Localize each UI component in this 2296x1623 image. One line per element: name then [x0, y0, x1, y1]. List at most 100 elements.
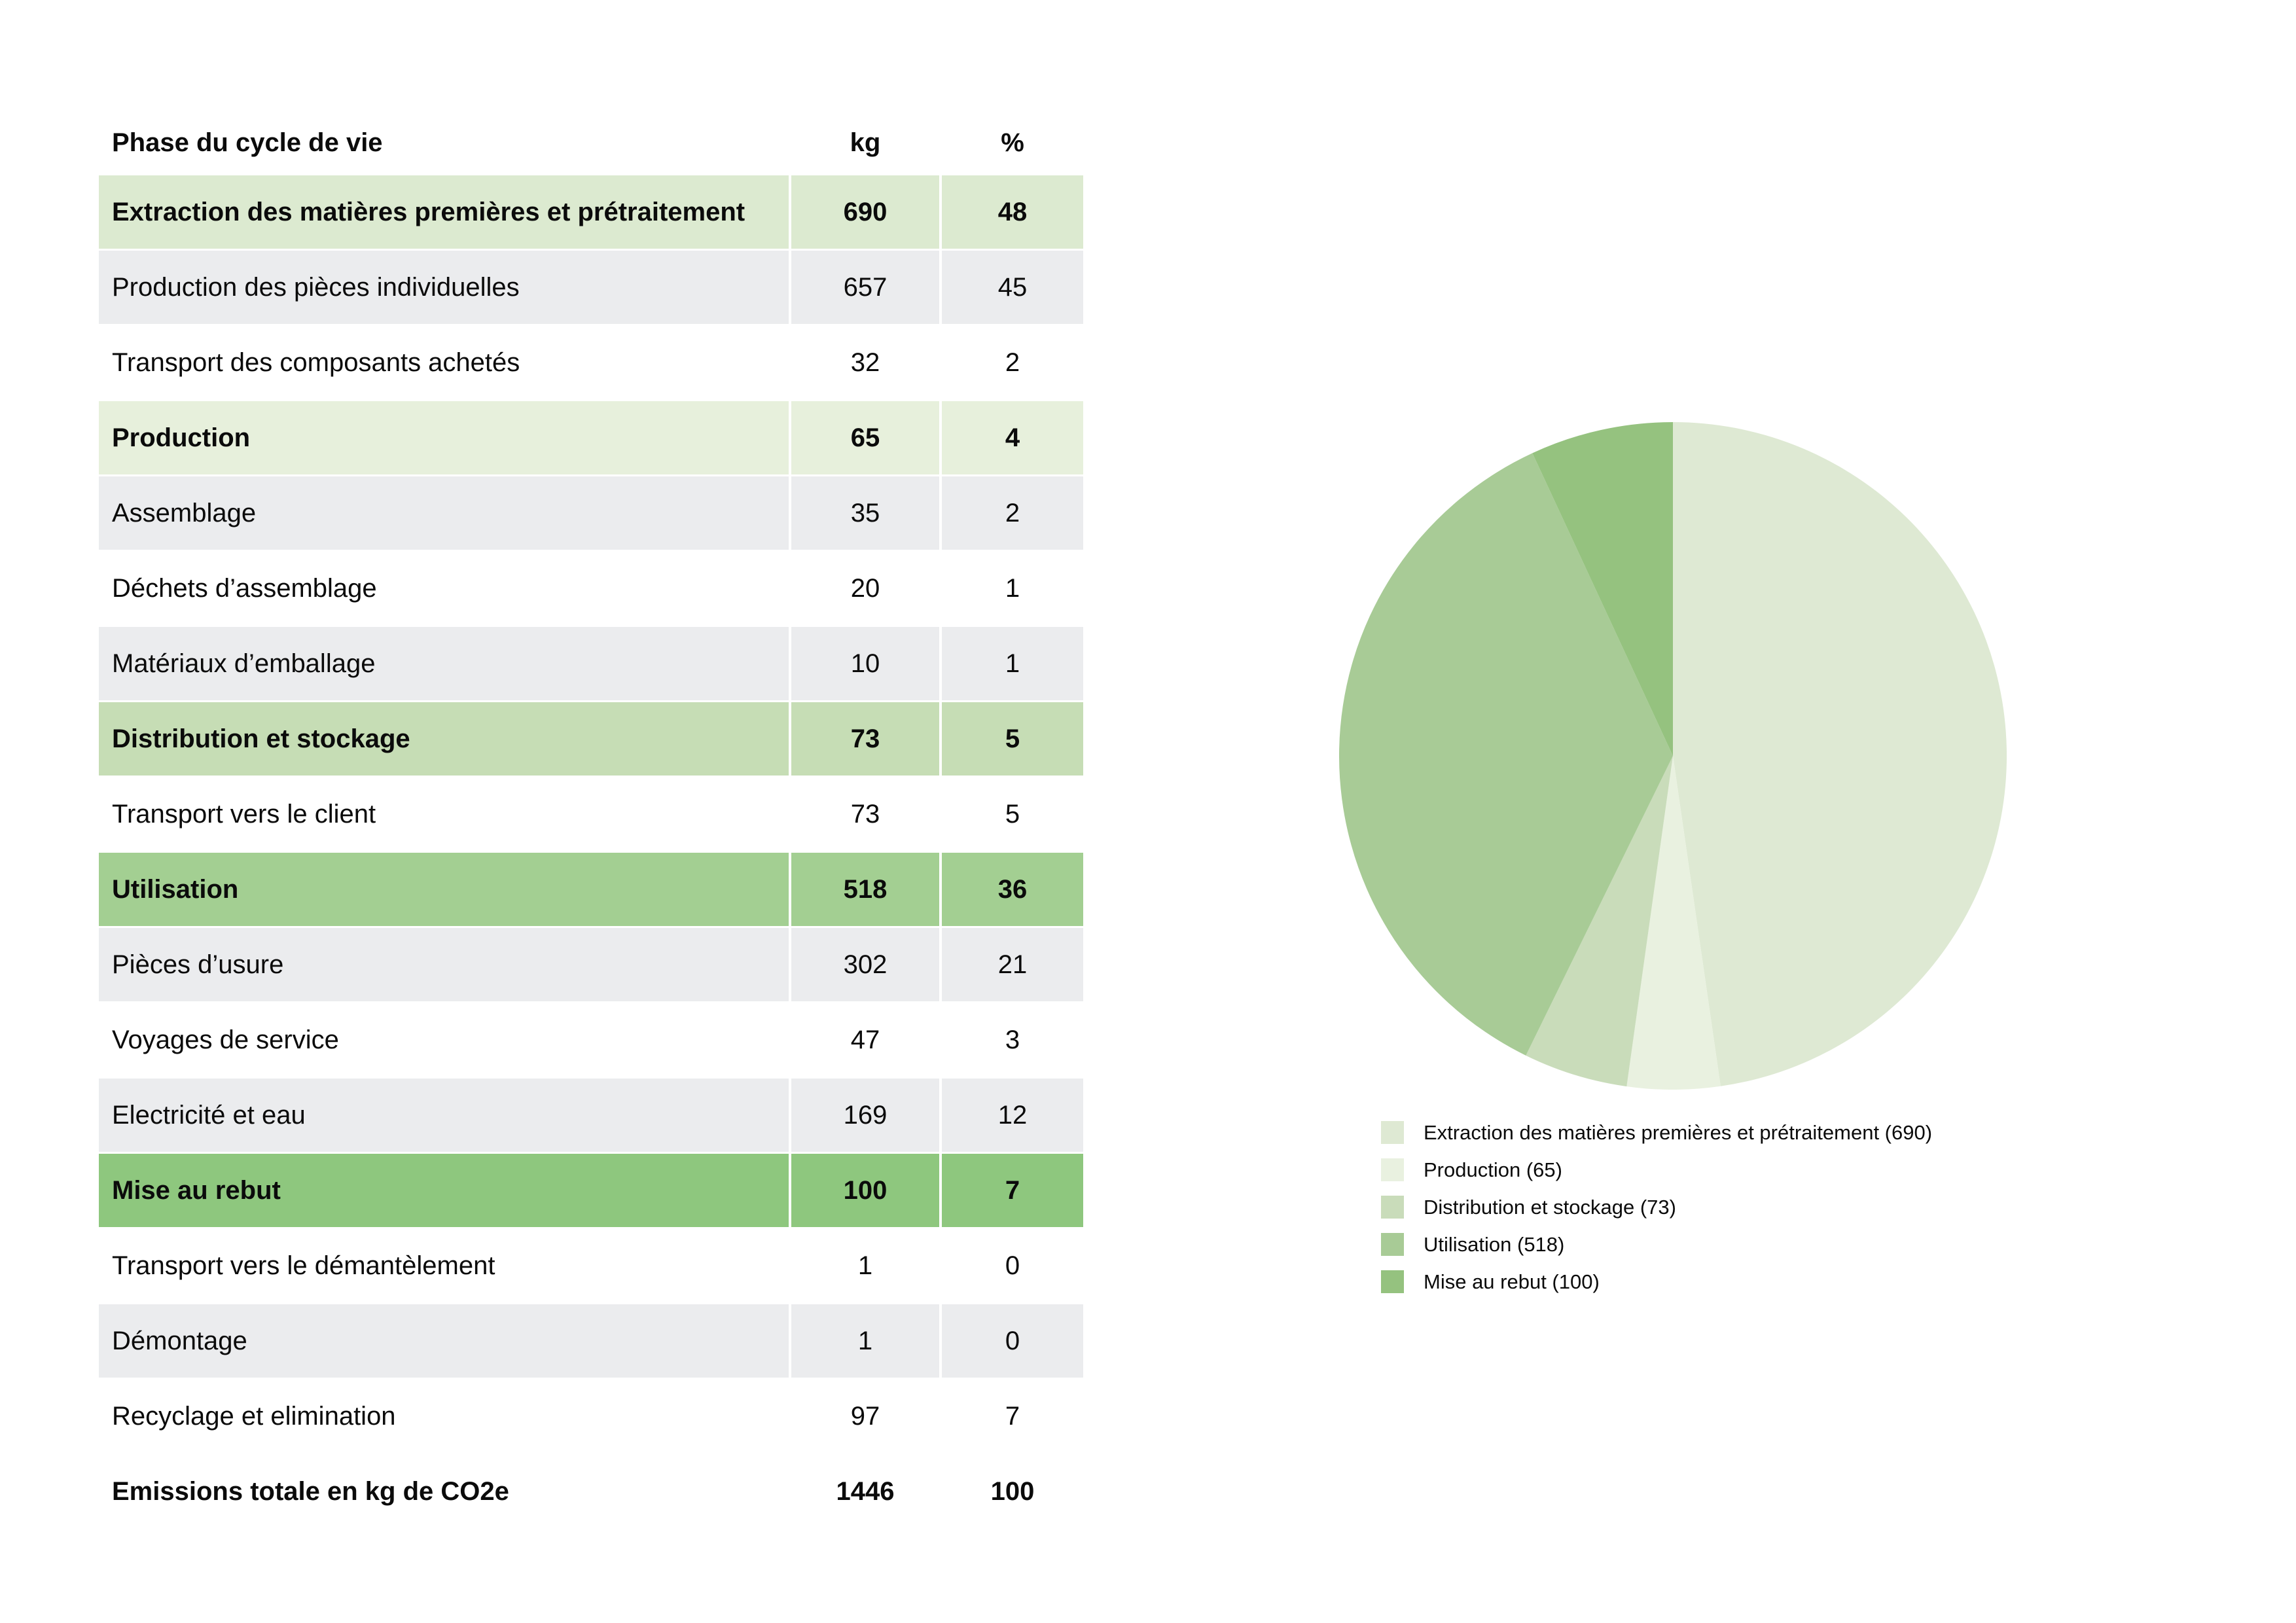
legend-color-swatch-icon: [1381, 1233, 1404, 1256]
total-row-kg-value: 1446: [836, 1477, 895, 1506]
legend-item-label: Extraction des matières premières et pré…: [1424, 1121, 1933, 1144]
table-total-row: Emissions totale en kg de CO2e 1446 100: [99, 1455, 1083, 1528]
row-kg-value: 97: [791, 1380, 939, 1453]
pie-slice: [1673, 422, 2007, 1086]
table-row: Déchets d’assemblage 20 1: [99, 552, 1083, 625]
row-label: Recyclage et elimination: [99, 1380, 789, 1453]
pie-chart: [1339, 422, 2007, 1090]
pie-slice: [1339, 453, 1673, 1056]
row-kg-value: 65: [791, 401, 939, 474]
row-pct-value: 1: [942, 627, 1083, 700]
row-pct-value: 7: [942, 1380, 1083, 1453]
row-label: Pièces d’usure: [99, 928, 789, 1001]
row-label: Transport des composants achetés: [99, 326, 789, 399]
legend-item-label: Production (65): [1424, 1158, 1562, 1181]
table-row: Matériaux d’emballage 10 1: [99, 627, 1083, 700]
legend-item: Extraction des matières premières et pré…: [1381, 1114, 1932, 1151]
row-kg-value: 10: [791, 627, 939, 700]
row-kg-value: 32: [791, 326, 939, 399]
row-label: Electricité et eau: [99, 1079, 789, 1152]
row-pct-value: 1: [942, 552, 1083, 625]
row-kg-value: 690: [791, 175, 939, 249]
row-pct-value: 0: [942, 1304, 1083, 1378]
legend-item: Utilisation (518): [1381, 1226, 1932, 1263]
row-pct-value: 2: [942, 476, 1083, 550]
table-row: Distribution et stockage 73 5: [99, 702, 1083, 776]
row-pct-value: 3: [942, 1003, 1083, 1077]
row-kg-value: 100: [791, 1154, 939, 1227]
legend-color-swatch-icon: [1381, 1158, 1404, 1181]
row-label: Production: [99, 401, 789, 474]
row-pct-value: 48: [942, 175, 1083, 249]
row-kg-value: 1: [791, 1229, 939, 1302]
row-label: Distribution et stockage: [99, 702, 789, 776]
table-row: Production 65 4: [99, 401, 1083, 474]
row-label: Démontage: [99, 1304, 789, 1378]
row-pct-value: 36: [942, 853, 1083, 926]
legend-item: Mise au rebut (100): [1381, 1263, 1932, 1300]
row-pct-value: 7: [942, 1154, 1083, 1227]
row-kg-value: 302: [791, 928, 939, 1001]
legend-item: Production (65): [1381, 1151, 1932, 1188]
table-row: Démontage 1 0: [99, 1304, 1083, 1378]
row-kg-value: 1: [791, 1304, 939, 1378]
table-row: Pièces d’usure 302 21: [99, 928, 1083, 1001]
table-row: Transport vers le démantèlement 1 0: [99, 1229, 1083, 1302]
table-row: Transport vers le client 73 5: [99, 777, 1083, 851]
legend-item: Distribution et stockage (73): [1381, 1188, 1932, 1226]
legend-color-swatch-icon: [1381, 1121, 1404, 1144]
row-label: Production des pièces individuelles: [99, 251, 789, 324]
table-row: Utilisation 518 36: [99, 853, 1083, 926]
row-label: Déchets d’assemblage: [99, 552, 789, 625]
row-pct-value: 5: [942, 702, 1083, 776]
row-pct-value: 12: [942, 1079, 1083, 1152]
legend-color-swatch-icon: [1381, 1270, 1404, 1293]
pie-slice: [1626, 756, 1721, 1090]
row-pct-value: 4: [942, 401, 1083, 474]
row-label: Extraction des matières premières et pré…: [99, 175, 789, 249]
legend-item-label: Distribution et stockage (73): [1424, 1196, 1676, 1219]
table-row: Mise au rebut 100 7: [99, 1154, 1083, 1227]
column-header-kg: kg: [850, 128, 881, 157]
row-kg-value: 657: [791, 251, 939, 324]
row-kg-value: 47: [791, 1003, 939, 1077]
row-label: Transport vers le démantèlement: [99, 1229, 789, 1302]
table-row: Electricité et eau 169 12: [99, 1079, 1083, 1152]
table-row: Extraction des matières premières et pré…: [99, 175, 1083, 249]
pie-legend: Extraction des matières premières et pré…: [1381, 1114, 1932, 1300]
row-pct-value: 0: [942, 1229, 1083, 1302]
table-header-row: Phase du cycle de vie kg %: [99, 110, 1083, 175]
total-row-label: Emissions totale en kg de CO2e: [112, 1477, 509, 1506]
total-row-pct-value: 100: [990, 1477, 1035, 1506]
row-kg-value: 518: [791, 853, 939, 926]
row-kg-value: 35: [791, 476, 939, 550]
table-row: Recyclage et elimination 97 7: [99, 1380, 1083, 1453]
row-kg-value: 73: [791, 777, 939, 851]
table-row: Assemblage 35 2: [99, 476, 1083, 550]
table-row: Production des pièces individuelles 657 …: [99, 251, 1083, 324]
row-label: Mise au rebut: [99, 1154, 789, 1227]
legend-item-label: Mise au rebut (100): [1424, 1270, 1600, 1293]
row-label: Transport vers le client: [99, 777, 789, 851]
legend-item-label: Utilisation (518): [1424, 1233, 1565, 1256]
row-pct-value: 5: [942, 777, 1083, 851]
row-kg-value: 73: [791, 702, 939, 776]
row-label: Assemblage: [99, 476, 789, 550]
row-label: Matériaux d’emballage: [99, 627, 789, 700]
pie-slice: [1526, 756, 1673, 1087]
legend-color-swatch-icon: [1381, 1196, 1404, 1219]
table-row: Voyages de service 47 3: [99, 1003, 1083, 1077]
row-label: Voyages de service: [99, 1003, 789, 1077]
lifecycle-emissions-table: Phase du cycle de vie kg % Extraction de…: [99, 110, 1083, 1530]
row-pct-value: 2: [942, 326, 1083, 399]
row-pct-value: 21: [942, 928, 1083, 1001]
row-label: Utilisation: [99, 853, 789, 926]
column-header-phase: Phase du cycle de vie: [112, 128, 383, 157]
table-body: Extraction des matières premières et pré…: [99, 175, 1083, 1453]
row-kg-value: 20: [791, 552, 939, 625]
table-row: Transport des composants achetés 32 2: [99, 326, 1083, 399]
pie-slice: [1532, 422, 1673, 756]
row-kg-value: 169: [791, 1079, 939, 1152]
column-header-pct: %: [1001, 128, 1024, 157]
